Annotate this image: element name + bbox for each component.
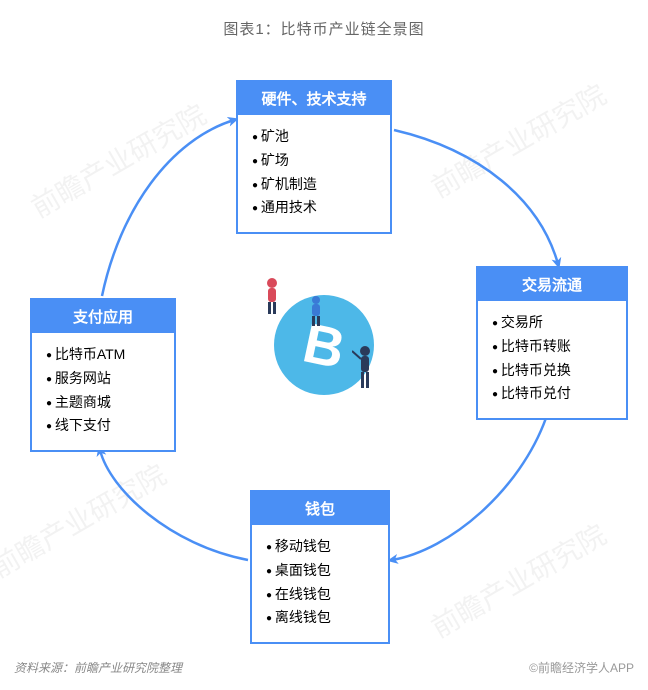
- node-hardware-tech: 硬件、技术支持 矿池矿场矿机制造通用技术: [236, 80, 392, 234]
- node-item: 服务网站: [46, 367, 160, 391]
- node-item: 矿场: [252, 149, 376, 173]
- node-header: 支付应用: [32, 300, 174, 333]
- node-item: 比特币ATM: [46, 343, 160, 367]
- node-item-list: 矿池矿场矿机制造通用技术: [252, 125, 376, 220]
- node-exchange: 交易流通 交易所比特币转账比特币兑换比特币兑付: [476, 266, 628, 420]
- node-item: 移动钱包: [266, 535, 374, 559]
- node-item: 离线钱包: [266, 606, 374, 630]
- node-item: 线下支付: [46, 414, 160, 438]
- node-item: 通用技术: [252, 196, 376, 220]
- node-header: 交易流通: [478, 268, 626, 301]
- watermark: 前瞻产业研究院: [0, 454, 173, 587]
- node-item: 矿机制造: [252, 173, 376, 197]
- watermark: 前瞻产业研究院: [423, 74, 613, 207]
- watermark: 前瞻产业研究院: [423, 514, 613, 647]
- watermark: 前瞻产业研究院: [23, 94, 213, 227]
- node-item: 比特币兑换: [492, 359, 612, 383]
- node-wallet: 钱包 移动钱包桌面钱包在线钱包离线钱包: [250, 490, 390, 644]
- chart-title: 图表1：比特币产业链全景图: [0, 18, 648, 39]
- node-payment: 支付应用 比特币ATM服务网站主题商城线下支付: [30, 298, 176, 452]
- node-item-list: 比特币ATM服务网站主题商城线下支付: [46, 343, 160, 438]
- node-item: 比特币转账: [492, 335, 612, 359]
- bitcoin-symbol: B: [297, 309, 350, 381]
- node-item: 主题商城: [46, 391, 160, 415]
- source-credit: 资料来源：前瞻产业研究院整理: [14, 659, 182, 676]
- bitcoin-center-icon: B: [264, 285, 384, 405]
- node-item-list: 移动钱包桌面钱包在线钱包离线钱包: [266, 535, 374, 630]
- app-credit: ©前瞻经济学人APP: [529, 659, 634, 676]
- node-item: 比特币兑付: [492, 382, 612, 406]
- node-header: 钱包: [252, 492, 388, 525]
- node-item: 在线钱包: [266, 583, 374, 607]
- node-item: 交易所: [492, 311, 612, 335]
- node-header: 硬件、技术支持: [238, 82, 390, 115]
- node-item: 矿池: [252, 125, 376, 149]
- node-item: 桌面钱包: [266, 559, 374, 583]
- node-item-list: 交易所比特币转账比特币兑换比特币兑付: [492, 311, 612, 406]
